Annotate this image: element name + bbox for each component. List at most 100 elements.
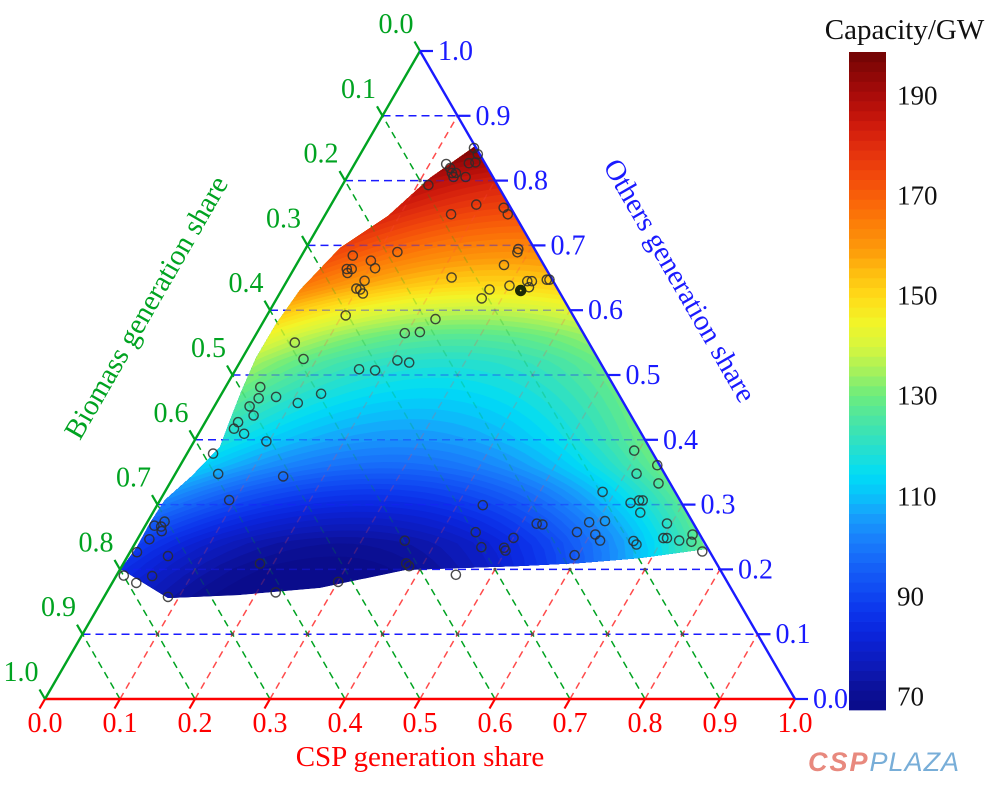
watermark-plaza: PLAZA bbox=[869, 747, 961, 777]
data-point bbox=[130, 577, 142, 589]
tick-label-biomass: 0.5 bbox=[191, 333, 226, 364]
tick-label-others: 0.2 bbox=[738, 554, 773, 585]
colorbar-tick-label: 110 bbox=[897, 481, 937, 512]
tick-label-biomass: 0.8 bbox=[79, 527, 114, 558]
tick-label-csp: 0.7 bbox=[553, 708, 588, 739]
tick-mark-csp bbox=[113, 698, 121, 710]
data-point bbox=[531, 518, 543, 530]
data-point bbox=[599, 515, 611, 527]
tick-label-others: 0.6 bbox=[588, 295, 623, 326]
tick-mark-biomass bbox=[113, 559, 121, 570]
axis-ticks-and-labels: 0.0 0.1 0.2 0.3 0.4 0.5 0.6 0.7 0.8 0.9 1.00.00.10… bbox=[4, 9, 849, 739]
tick-label-csp: 0.4 bbox=[328, 708, 363, 739]
tick-label-csp: 0.3 bbox=[253, 708, 288, 739]
tick-label-csp: 0.5 bbox=[403, 708, 438, 739]
data-point bbox=[686, 536, 697, 548]
colorbar-tick-label: 70 bbox=[897, 681, 924, 712]
data-point bbox=[537, 519, 548, 530]
highlighted-point bbox=[515, 284, 527, 297]
data-point bbox=[594, 535, 606, 546]
tick-mark-biomass bbox=[263, 300, 271, 311]
data-point bbox=[571, 526, 583, 538]
data-point bbox=[445, 208, 457, 220]
tick-mark-csp bbox=[338, 698, 346, 710]
data-point bbox=[254, 558, 266, 569]
data-point bbox=[635, 507, 646, 518]
tick-label-csp: 0.0 bbox=[28, 708, 63, 739]
data-point bbox=[212, 468, 224, 480]
data-point bbox=[430, 313, 441, 325]
data-point bbox=[369, 262, 381, 274]
data-point bbox=[392, 355, 403, 366]
data-point bbox=[392, 246, 403, 258]
data-point bbox=[652, 459, 663, 471]
data-point bbox=[450, 569, 462, 581]
tick-label-biomass: 1.0 bbox=[4, 657, 39, 688]
colorbar-title: Capacity/GW bbox=[824, 14, 985, 46]
tick-mark-csp bbox=[488, 698, 496, 710]
tick-label-csp: 0.2 bbox=[178, 708, 213, 739]
tick-label-biomass: 0.0 bbox=[379, 9, 414, 40]
watermark-csp: CSP bbox=[808, 747, 870, 777]
data-point bbox=[162, 550, 174, 562]
tick-mark-biomass bbox=[376, 105, 384, 117]
tick-label-csp: 1.0 bbox=[778, 708, 813, 739]
data-point bbox=[460, 171, 471, 183]
data-point bbox=[502, 208, 514, 220]
colorbar-tick-label: 130 bbox=[897, 380, 938, 411]
data-point bbox=[500, 545, 511, 556]
data-point bbox=[340, 310, 352, 321]
data-point bbox=[341, 263, 353, 275]
data-point bbox=[448, 171, 459, 183]
tick-mark-biomass bbox=[151, 494, 159, 506]
data-point bbox=[484, 284, 495, 295]
data-point bbox=[658, 532, 669, 544]
data-point bbox=[637, 495, 649, 506]
tick-label-others: 0.1 bbox=[776, 619, 811, 650]
data-point bbox=[403, 560, 415, 572]
data-point bbox=[697, 546, 708, 557]
data-point bbox=[526, 275, 538, 287]
tick-label-others: 0.8 bbox=[513, 166, 548, 197]
data-point bbox=[156, 525, 167, 537]
data-point bbox=[583, 517, 595, 528]
data-point bbox=[332, 576, 344, 588]
data-point bbox=[498, 259, 510, 271]
tick-mark-biomass bbox=[413, 40, 421, 52]
data-point bbox=[522, 275, 533, 287]
data-point bbox=[673, 535, 685, 546]
data-point bbox=[155, 521, 167, 532]
data-point bbox=[162, 591, 174, 603]
data-point bbox=[463, 157, 475, 169]
data-point bbox=[149, 520, 160, 532]
data-point bbox=[631, 468, 642, 480]
data-point bbox=[470, 199, 482, 210]
colorbar-tick-label: 150 bbox=[897, 280, 938, 311]
data-point bbox=[508, 532, 519, 544]
data-point bbox=[207, 448, 219, 459]
data-point bbox=[277, 471, 289, 482]
data-point bbox=[400, 558, 412, 569]
data-point bbox=[228, 423, 240, 435]
data-point bbox=[414, 326, 426, 338]
data-point bbox=[270, 391, 282, 403]
data-point bbox=[541, 274, 553, 286]
data-point bbox=[270, 587, 282, 598]
tick-label-biomass: 0.3 bbox=[266, 203, 301, 234]
data-point bbox=[628, 445, 640, 456]
data-point bbox=[223, 494, 235, 506]
tick-label-csp: 0.1 bbox=[103, 708, 138, 739]
data-point bbox=[146, 570, 158, 582]
tick-label-biomass: 0.6 bbox=[154, 398, 189, 429]
data-point bbox=[661, 518, 673, 529]
data-point bbox=[399, 327, 411, 339]
data-point bbox=[399, 535, 411, 547]
tick-label-others: 0.7 bbox=[551, 230, 586, 261]
tick-mark-csp bbox=[788, 698, 796, 710]
data-point bbox=[118, 570, 130, 581]
tick-mark-biomass bbox=[38, 688, 46, 700]
tick-mark-csp bbox=[413, 698, 421, 710]
tick-label-others: 0.3 bbox=[701, 490, 736, 521]
tick-mark-biomass bbox=[226, 364, 234, 376]
